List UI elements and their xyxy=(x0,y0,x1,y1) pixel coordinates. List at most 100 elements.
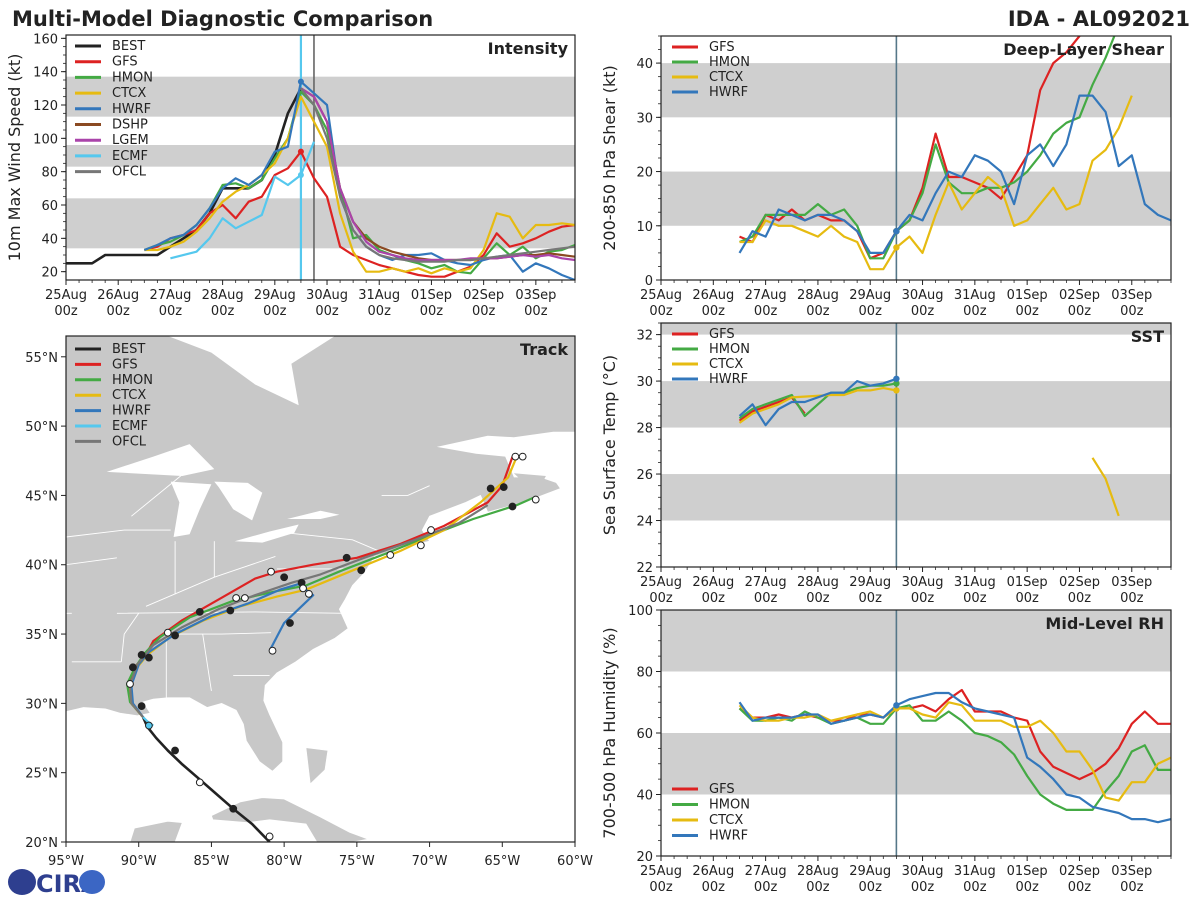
shear-frame xyxy=(660,35,1172,281)
track-ytick-label-5: 45°N xyxy=(25,489,58,504)
intensity-ytick-label-5: 120 xyxy=(33,99,58,114)
track-ytick-label-3: 35°N xyxy=(25,628,58,643)
track-ytick-label-6: 50°N xyxy=(25,420,58,435)
sst-ylabel: Sea Surface Temp (°C) xyxy=(600,355,619,535)
rh-band-1 xyxy=(661,610,1171,672)
rh-xtick-label-6: 31Aug xyxy=(954,864,996,879)
intensity-ytick-label-7: 160 xyxy=(33,32,58,47)
shear-ytick-label-0: 0 xyxy=(645,274,653,289)
intensity-band-0 xyxy=(66,198,575,249)
intensity-legend-ecmf: ECMF xyxy=(112,149,148,164)
shear-xtick-label-0: 25Aug xyxy=(640,288,682,303)
intensity-xtick-label-1: 26Aug xyxy=(97,288,139,303)
cira-logo-globe xyxy=(8,869,36,895)
sst-xtick-sublabel-2: 00z xyxy=(754,591,778,606)
sst-ytick-label-5: 32 xyxy=(636,329,653,344)
sst-line-hwrf xyxy=(738,377,897,427)
track-xtick-label-5: 70°W xyxy=(412,854,448,869)
intensity-xtick-sublabel-2: 00z xyxy=(159,304,183,319)
shear-xtick-label-1: 26Aug xyxy=(692,288,734,303)
shear-xtick-sublabel-2: 00z xyxy=(754,304,778,319)
land-bahamas xyxy=(305,747,329,785)
rh-xtick-label-1: 26Aug xyxy=(692,864,734,879)
rh-xtick-label-4: 29Aug xyxy=(849,864,891,879)
shear-xtick-label-4: 29Aug xyxy=(849,288,891,303)
intensity-legend-ctcx: CTCX xyxy=(112,86,146,101)
intensity-xtick-label-3: 28Aug xyxy=(202,288,244,303)
shear-xtick-sublabel-8: 00z xyxy=(1068,304,1092,319)
intensity-xtick-sublabel-0: 00z xyxy=(54,304,78,319)
sst-xtick-label-2: 27Aug xyxy=(745,575,787,590)
track-legend-hwrf: HWRF xyxy=(112,404,151,419)
track-marker-14 xyxy=(240,594,249,602)
sst-line-ctcx xyxy=(1091,457,1120,517)
track-marker-26 xyxy=(427,526,435,534)
track-marker-2 xyxy=(195,778,204,787)
intensity-ytick-label-0: 20 xyxy=(41,266,58,281)
sst-xtick-sublabel-5: 00z xyxy=(911,591,935,606)
sst-background xyxy=(661,323,1171,567)
rh-xtick-label-2: 27Aug xyxy=(745,864,787,879)
shear-legend-hmon: HMON xyxy=(709,55,750,70)
shear-xtick-label-7: 01Sep xyxy=(1007,288,1048,303)
sst-xtick-sublabel-8: 00z xyxy=(1068,591,1092,606)
track-marker-16 xyxy=(280,573,289,582)
intensity-point-gfs xyxy=(297,148,304,155)
intensity-ytick-label-3: 80 xyxy=(41,166,58,181)
rh-line-hwrf xyxy=(738,691,1171,824)
track-marker-33 xyxy=(144,721,153,730)
track-marker-18 xyxy=(299,584,307,593)
track-marker-13 xyxy=(232,594,241,602)
intensity-xtick-sublabel-9: 00z xyxy=(524,304,548,319)
intensity-xtick-label-0: 25Aug xyxy=(45,288,87,303)
state-border-9 xyxy=(287,532,379,552)
land-yucatan xyxy=(66,820,183,842)
track-lines xyxy=(125,452,540,842)
shear-series xyxy=(738,36,1171,271)
track-marker-6 xyxy=(128,663,137,672)
intensity-xtick-sublabel-8: 00z xyxy=(472,304,496,319)
shear-line-hwrf xyxy=(738,94,1171,254)
rh-xtick-sublabel-5: 00z xyxy=(911,880,935,895)
intensity-legend-lgem: LGEM xyxy=(112,133,149,148)
sst-xtick-sublabel-4: 00z xyxy=(859,591,883,606)
shear-line-ctcx xyxy=(739,95,1133,271)
rh-legend-gfs: GFS xyxy=(709,782,735,797)
sst-xtick-sublabel-6: 00z xyxy=(963,591,987,606)
intensity-xtick-label-9: 03Sep xyxy=(515,288,556,303)
state-border-2 xyxy=(202,634,212,691)
intensity-xtick-label-2: 27Aug xyxy=(149,288,191,303)
track-marker-12 xyxy=(226,606,235,615)
state-border-14 xyxy=(66,557,117,566)
intensity-legend-ofcl: OFCL xyxy=(112,165,147,180)
lake-1 xyxy=(170,481,212,537)
rh-xtick-sublabel-1: 00z xyxy=(702,880,726,895)
shear-xtick-label-9: 03Sep xyxy=(1111,288,1152,303)
track-marker-9 xyxy=(163,628,172,637)
track-panel: 95°W 90°W 85°W 80°W 75°W 70°W 65°W 60°W 20°N 25°N… xyxy=(25,335,593,869)
rh-xtick-label-5: 30Aug xyxy=(902,864,944,879)
rh-xtick-label-8: 02Sep xyxy=(1059,864,1100,879)
track-marker-22 xyxy=(342,553,351,562)
intensity-xtick-label-6: 31Aug xyxy=(358,288,400,303)
intensity-xtick-sublabel-7: 00z xyxy=(420,304,444,319)
intensity-title: Intensity xyxy=(488,39,569,58)
sst-title: SST xyxy=(1131,327,1164,346)
state-border-11 xyxy=(66,529,171,538)
sst-point-ctcx xyxy=(893,387,900,394)
track-xtick-label-6: 65°W xyxy=(484,854,520,869)
track-legend-ecmf: ECMF xyxy=(112,419,148,434)
intensity-frame xyxy=(65,34,576,281)
track-marker-15 xyxy=(267,567,275,576)
sst-xtick-sublabel-7: 00z xyxy=(1015,591,1039,606)
sst-ytick-label-0: 22 xyxy=(636,561,653,576)
intensity-line-ctcx xyxy=(144,95,575,275)
sst-xtick-label-4: 29Aug xyxy=(849,575,891,590)
rh-xtick-sublabel-2: 00z xyxy=(754,880,778,895)
sst-legend-gfs: GFS xyxy=(709,327,735,342)
state-border-0 xyxy=(116,611,346,614)
shear-xtick-sublabel-9: 00z xyxy=(1120,304,1144,319)
intensity-xtick-label-7: 01Sep xyxy=(411,288,452,303)
